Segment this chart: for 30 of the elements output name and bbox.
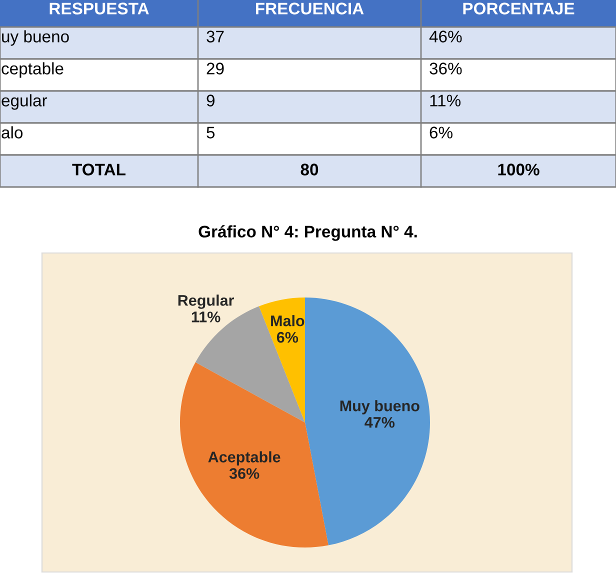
category-label: FRECUENCIA	[256, 2, 364, 14]
category-label: RESPUESTA	[50, 2, 149, 14]
slice-label: Regular	[178, 294, 234, 309]
text: 37	[206, 30, 224, 42]
text: 80	[300, 164, 318, 176]
slice-label: Muy bueno	[340, 400, 420, 414]
pie-slice	[180, 362, 328, 548]
category-label: PORCENTAJE	[463, 2, 574, 14]
pie-slice	[305, 298, 430, 546]
text: 5	[206, 126, 215, 138]
chart-title: Gráfico N° 4: Pregunta N° 4.	[198, 225, 417, 241]
data-label: 47%	[364, 416, 395, 428]
text: 6%	[430, 126, 452, 138]
text: TOTAL	[72, 164, 126, 176]
slice-label: Aceptable	[208, 451, 280, 466]
text: 29	[206, 62, 224, 74]
data-label: 36%	[229, 468, 260, 479]
text: 100%	[498, 164, 540, 176]
text: ceptable	[2, 62, 64, 78]
pie-slice	[258, 298, 305, 422]
text: 11%	[430, 94, 461, 106]
slice-label: Malo	[271, 315, 304, 326]
text: 46%	[429, 30, 462, 42]
text: 9	[206, 94, 214, 106]
text: alo	[2, 126, 23, 138]
text: egular	[2, 94, 48, 110]
data-label: 11%	[192, 312, 220, 322]
data-label: 6%	[276, 332, 298, 343]
text: uy bueno	[2, 30, 69, 46]
text: 36%	[430, 62, 462, 74]
